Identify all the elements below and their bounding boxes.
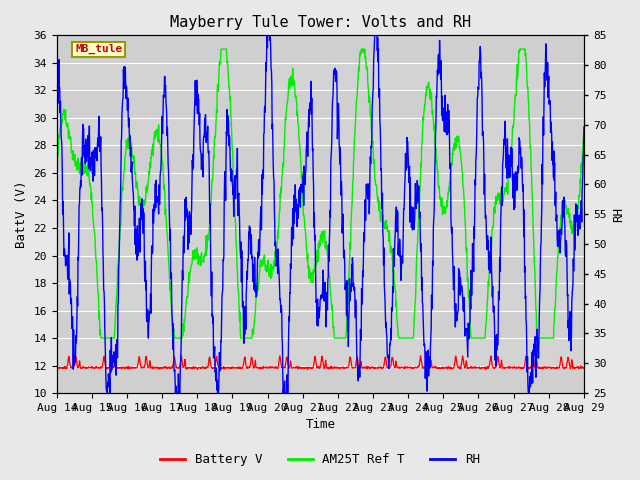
Bar: [57, 201, 584, 228]
Bar: [57, 90, 584, 118]
Bar: [57, 311, 584, 338]
Title: Mayberry Tule Tower: Volts and RH: Mayberry Tule Tower: Volts and RH: [170, 15, 471, 30]
X-axis label: Time: Time: [305, 419, 335, 432]
Bar: [57, 366, 584, 393]
Text: MB_tule: MB_tule: [76, 44, 122, 55]
Y-axis label: RH: RH: [612, 207, 625, 222]
Y-axis label: BattV (V): BattV (V): [15, 180, 28, 248]
Legend: Battery V, AM25T Ref T, RH: Battery V, AM25T Ref T, RH: [155, 448, 485, 471]
Bar: [57, 36, 584, 63]
Bar: [57, 145, 584, 173]
Bar: [57, 255, 584, 283]
